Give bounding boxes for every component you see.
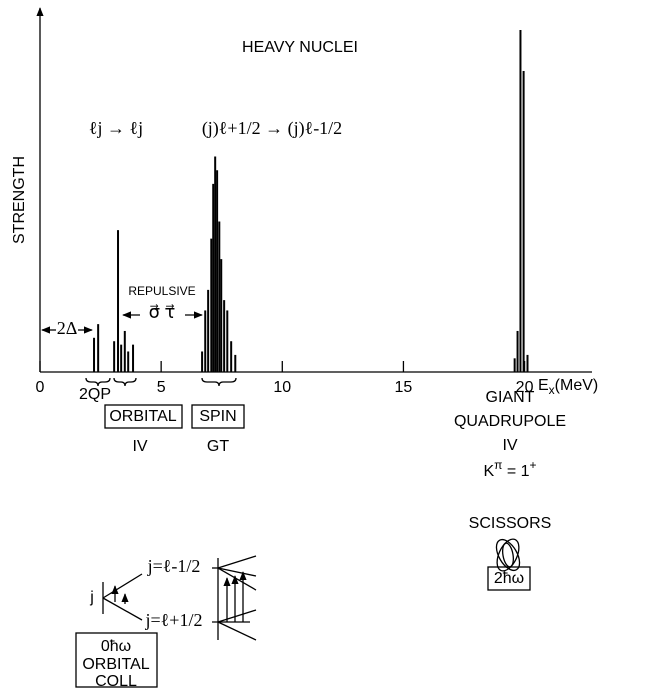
interaction: σ⃗ τ⃗	[149, 302, 176, 322]
coll-box-label: 0ħω	[101, 638, 131, 655]
orbital-iv: IV	[132, 438, 147, 455]
x-tick-label: 5	[157, 379, 166, 396]
x-label-unit: (MeV)	[555, 377, 599, 394]
orbital-box-label: ORBITAL	[109, 408, 176, 425]
x-tick-label: 10	[273, 379, 291, 396]
repulsive: REPULSIVE	[128, 284, 195, 298]
giant: QUADRUPOLE	[454, 413, 566, 430]
chart-title: HEAVY NUCLEI	[242, 39, 358, 56]
giant: IV	[502, 437, 517, 454]
brace	[85, 377, 111, 387]
pi: π	[494, 458, 502, 472]
pairing-gap: 2Δ	[57, 318, 78, 338]
x-label: Ex(MeV)	[538, 377, 598, 397]
giant: GIANT	[486, 389, 535, 406]
x-tick-label: 0	[36, 379, 45, 396]
brace	[201, 377, 237, 387]
scissors-icon	[495, 538, 521, 572]
level-upper: j=ℓ-1/2	[147, 556, 201, 576]
k: K	[483, 463, 494, 480]
level-diagram	[102, 555, 257, 641]
coll-box-label: ORBITAL	[82, 656, 149, 673]
scissors: SCISSORS	[469, 515, 552, 532]
spin-box	[191, 404, 245, 429]
eq: = 1	[502, 463, 529, 480]
spin-gt: GT	[207, 438, 229, 455]
scissors-box-label: 2ħω	[494, 570, 524, 587]
level-j: j	[89, 589, 94, 606]
x-tick-label: 20	[516, 379, 534, 396]
x-label-sub: x	[549, 383, 555, 397]
coll-box-label: COLL	[95, 673, 137, 688]
transition-orbital: ℓj → ℓj	[89, 118, 143, 138]
orbital-box	[104, 404, 183, 429]
x-tick-label: 15	[395, 379, 413, 396]
brace	[113, 377, 137, 387]
coll-box	[75, 632, 158, 688]
level-lower: j=ℓ+1/2	[145, 610, 203, 630]
scissors-box	[487, 566, 531, 591]
k-pi: Kπ = 1+	[483, 458, 536, 480]
spin-box-label: SPIN	[199, 408, 236, 425]
transition-spin: (j)ℓ+1/2 → (j)ℓ-1/2	[202, 118, 342, 139]
plus: +	[530, 458, 537, 472]
y-label: STRENGTH	[11, 156, 28, 244]
two-qp: 2QP	[79, 386, 111, 403]
x-label-main: E	[538, 377, 549, 394]
